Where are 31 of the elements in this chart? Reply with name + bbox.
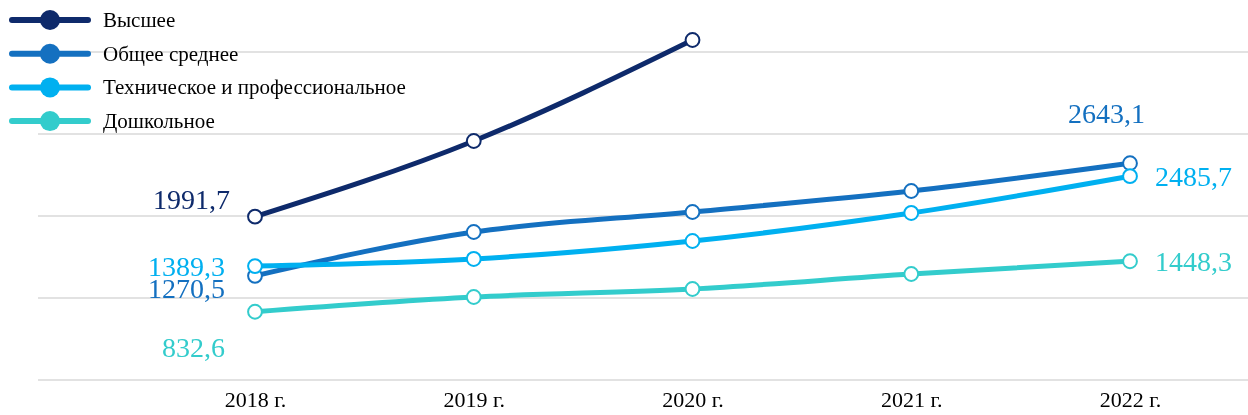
point [684,204,701,220]
point [684,233,701,249]
point [247,258,263,274]
point [247,208,263,225]
data-label: 832,6 [162,331,225,363]
data-label: 1991,7 [153,183,230,215]
point [465,224,482,240]
point [465,133,482,149]
data-label: 2485,7 [1155,161,1232,193]
data-label: 1448,3 [1155,246,1232,278]
x-tick-label: 2018 г. [224,387,287,413]
x-tick-label: 2019 г. [443,387,506,413]
point [684,32,701,48]
point [1122,155,1138,172]
point [903,183,920,199]
legend-label: Техническое и профессиональное [103,75,406,100]
legend-label: Высшее [103,8,176,32]
legend-label: Дошкольное [103,109,215,134]
x-tick-label: 2021 г. [880,387,943,413]
point [903,205,920,221]
legend-label: Общее среднее [103,41,239,66]
point [465,251,482,267]
x-tick-label: 2020 г. [662,387,724,413]
x-tick-label: 2022 г. [1099,387,1162,413]
point [247,303,263,320]
point [1122,168,1138,185]
point [1122,253,1138,270]
data-label: 2643,1 [1068,98,1145,130]
point [465,289,482,305]
point [903,266,920,282]
point [684,281,701,297]
